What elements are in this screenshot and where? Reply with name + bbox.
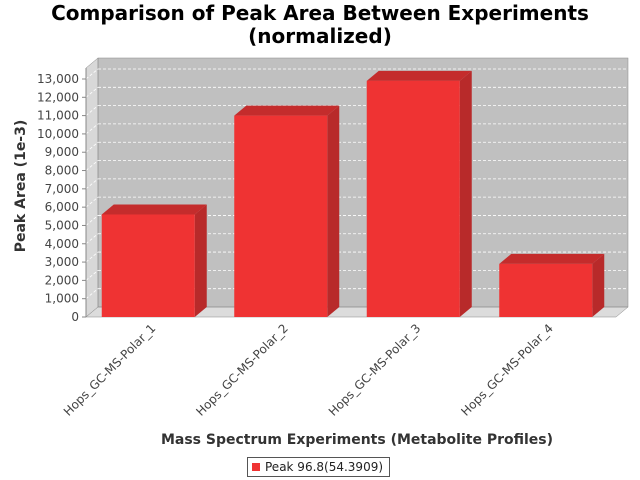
x-tick-label: Hops_GC-MS-Polar_4 [458, 321, 556, 419]
gridline-wall [85, 68, 99, 80]
x-tick-label: Hops_GC-MS-Polar_2 [193, 321, 291, 419]
bar [234, 115, 328, 318]
y-tick-label: 8,000 [45, 164, 79, 178]
y-tick-label: 5,000 [45, 218, 79, 232]
x-tick-label: Hops_GC-MS-Polar_3 [326, 321, 424, 419]
y-tick-label: 13,000 [37, 72, 79, 86]
gridline-wall [85, 270, 99, 281]
gridline-wall [85, 178, 99, 190]
y-tick-label: 7,000 [45, 182, 79, 196]
bar-side [592, 253, 605, 317]
gridline-wall [85, 196, 99, 208]
gridline-wall [85, 105, 99, 116]
y-tick-label: 0 [71, 310, 79, 324]
y-axis-title: Peak Area (1e-3) [13, 120, 29, 253]
bar [101, 214, 195, 317]
y-tick-label: 10,000 [37, 127, 79, 141]
gridline-wall [85, 288, 99, 299]
plot-outline [97, 57, 629, 308]
gridline-wall [85, 233, 99, 245]
x-tick-label: Hops_GC-MS-Polar_1 [61, 321, 159, 419]
y-tick-label: 12,000 [37, 90, 79, 104]
gridline-wall [85, 160, 99, 171]
bar [499, 263, 593, 317]
bar-side [327, 105, 340, 318]
y-tick-label: 6,000 [45, 200, 79, 214]
legend-label: Peak 96.8(54.3909) [265, 460, 384, 474]
y-tick-label: 2,000 [45, 273, 79, 287]
x-axis-title: Mass Spectrum Experiments (Metabolite Pr… [161, 432, 553, 448]
bar-top [101, 204, 207, 215]
y-tick-label: 11,000 [37, 109, 79, 123]
chart-title-line1: Comparison of Peak Area Between Experime… [51, 1, 589, 25]
gridline-wall [85, 215, 99, 226]
bar-side [459, 70, 472, 317]
gridline-wall [85, 251, 99, 263]
y-tick-label: 1,000 [45, 292, 79, 306]
gridline-wall [85, 86, 99, 98]
bar-side [194, 204, 207, 317]
bar [366, 80, 460, 317]
legend-swatch [252, 463, 260, 471]
gridline-wall [85, 123, 99, 135]
bar-top [499, 253, 605, 264]
legend: Peak 96.8(54.3909) [247, 457, 391, 477]
y-tick-label: 9,000 [45, 145, 79, 159]
gridline-wall [85, 141, 99, 153]
chart-title: Comparison of Peak Area Between Experime… [0, 2, 640, 48]
y-tick-label: 3,000 [45, 255, 79, 269]
chart-title-line2: (normalized) [248, 24, 392, 48]
y-tick-label: 4,000 [45, 237, 79, 251]
bar-top [234, 105, 340, 116]
bar-top [366, 70, 472, 81]
